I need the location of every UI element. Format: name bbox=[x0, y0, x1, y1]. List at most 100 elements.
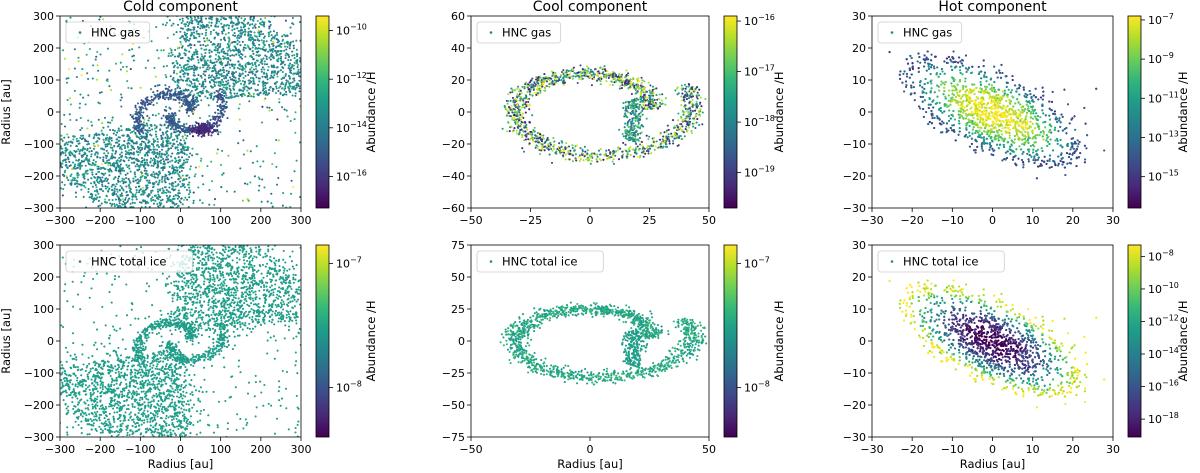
scatter-point bbox=[138, 137, 142, 140]
scatter-point bbox=[80, 188, 83, 191]
scatter-point bbox=[111, 203, 114, 206]
scatter-point bbox=[200, 157, 203, 160]
scatter-point bbox=[190, 106, 193, 109]
scatter-point bbox=[189, 93, 192, 96]
scatter-point bbox=[501, 127, 504, 130]
scatter-point bbox=[217, 90, 220, 93]
scatter-point bbox=[197, 23, 200, 26]
scatter-point bbox=[119, 61, 122, 64]
scatter-point bbox=[183, 139, 186, 142]
scatter-point bbox=[139, 188, 142, 191]
scatter-point bbox=[207, 104, 210, 107]
scatter-point bbox=[191, 127, 194, 130]
scatter-point bbox=[93, 181, 96, 184]
scatter-point bbox=[295, 55, 299, 58]
scatter-point bbox=[145, 138, 148, 141]
scatter-point bbox=[233, 28, 236, 31]
scatter-point bbox=[204, 17, 208, 20]
scatter-point bbox=[506, 102, 509, 105]
scatter-point bbox=[292, 67, 295, 70]
scatter-point bbox=[257, 64, 261, 67]
scatter-point bbox=[113, 205, 116, 208]
scatter-point bbox=[136, 163, 139, 166]
scatter-point bbox=[148, 129, 152, 132]
scatter-point bbox=[216, 98, 219, 101]
scatter-point bbox=[619, 84, 622, 88]
scatter-point bbox=[126, 70, 129, 73]
scatter-point bbox=[212, 122, 215, 125]
scatter-point bbox=[271, 76, 274, 79]
scatter-point bbox=[151, 113, 154, 117]
scatter-point bbox=[219, 82, 222, 85]
scatter-point bbox=[200, 24, 203, 28]
scatter-point bbox=[181, 163, 184, 166]
scatter-point bbox=[673, 137, 676, 140]
scatter-point bbox=[143, 147, 147, 150]
scatter-point bbox=[139, 120, 142, 123]
scatter-point bbox=[513, 119, 516, 122]
scatter-point bbox=[237, 142, 240, 145]
scatter-point bbox=[297, 82, 300, 86]
scatter-point bbox=[79, 128, 82, 132]
scatter-point bbox=[568, 76, 571, 79]
scatter-point bbox=[521, 147, 524, 150]
scatter-point bbox=[101, 183, 104, 186]
scatter-point bbox=[106, 144, 109, 148]
scatter-point bbox=[284, 74, 287, 77]
scatter-point bbox=[88, 150, 91, 153]
scatter-point bbox=[157, 173, 160, 176]
scatter-point bbox=[304, 84, 306, 86]
scatter-point bbox=[83, 184, 86, 187]
scatter-point bbox=[187, 68, 190, 71]
scatter-point bbox=[129, 206, 132, 208]
scatter-point bbox=[620, 87, 623, 90]
scatter-point bbox=[133, 201, 136, 205]
scatter-point bbox=[193, 31, 196, 34]
scatter-point bbox=[220, 50, 223, 53]
scatter-point bbox=[254, 39, 257, 42]
scatter-point bbox=[115, 138, 118, 141]
scatter-point bbox=[176, 137, 179, 140]
scatter-point bbox=[528, 108, 531, 111]
scatter-point bbox=[157, 112, 160, 115]
scatter-point bbox=[277, 89, 280, 93]
scatter-point bbox=[165, 21, 168, 24]
scatter-point bbox=[78, 152, 81, 155]
scatter-point bbox=[259, 18, 262, 21]
scatter-point bbox=[190, 89, 193, 92]
scatter-point bbox=[92, 159, 95, 162]
scatter-point bbox=[243, 182, 247, 185]
scatter-point bbox=[259, 91, 262, 94]
scatter-point bbox=[176, 152, 179, 155]
scatter-point bbox=[299, 60, 301, 63]
scatter-point bbox=[241, 68, 244, 71]
scatter-point bbox=[276, 72, 279, 75]
scatter-point bbox=[227, 82, 230, 85]
scatter-point bbox=[248, 79, 251, 82]
scatter-point bbox=[121, 203, 124, 206]
scatter-point bbox=[123, 144, 127, 148]
scatter-point bbox=[183, 31, 186, 34]
scatter-point bbox=[265, 40, 268, 43]
scatter-point bbox=[171, 221, 173, 223]
scatter-point bbox=[162, 205, 165, 208]
scatter-point bbox=[94, 183, 97, 187]
scatter-point bbox=[298, 196, 301, 199]
scatter-point bbox=[71, 168, 74, 171]
scatter-point bbox=[105, 156, 108, 160]
scatter-point bbox=[254, 63, 257, 66]
scatter-point bbox=[99, 178, 102, 181]
scatter-point bbox=[239, 26, 243, 29]
scatter-point bbox=[249, 34, 252, 37]
scatter-point bbox=[564, 158, 567, 161]
scatter-point bbox=[95, 55, 98, 58]
scatter-point bbox=[165, 209, 167, 211]
scatter-point bbox=[242, 22, 245, 25]
scatter-point bbox=[229, 59, 232, 62]
scatter-point bbox=[144, 163, 147, 166]
scatter-point bbox=[88, 47, 91, 51]
scatter-point bbox=[640, 76, 643, 79]
scatter-point bbox=[162, 158, 165, 161]
scatter-point bbox=[177, 118, 181, 121]
scatter-point bbox=[612, 162, 615, 165]
